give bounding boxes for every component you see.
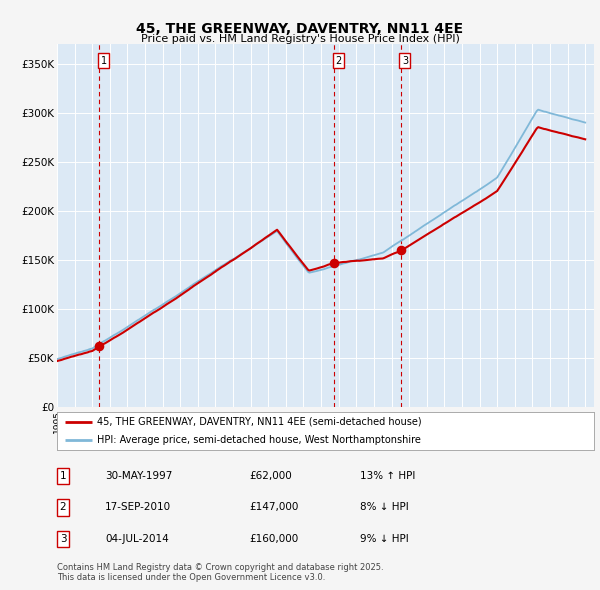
Text: 2: 2	[59, 503, 67, 512]
Text: 1: 1	[101, 55, 107, 65]
Text: 3: 3	[59, 534, 67, 543]
Text: 2: 2	[335, 55, 341, 65]
Text: 3: 3	[402, 55, 408, 65]
Text: Price paid vs. HM Land Registry's House Price Index (HPI): Price paid vs. HM Land Registry's House …	[140, 34, 460, 44]
Point	[396, 245, 406, 255]
Text: 45, THE GREENWAY, DAVENTRY, NN11 4EE (semi-detached house): 45, THE GREENWAY, DAVENTRY, NN11 4EE (se…	[97, 417, 422, 427]
Text: £62,000: £62,000	[249, 471, 292, 481]
Text: £147,000: £147,000	[249, 503, 298, 512]
Text: 13% ↑ HPI: 13% ↑ HPI	[360, 471, 415, 481]
Text: 1: 1	[59, 471, 67, 481]
Text: HPI: Average price, semi-detached house, West Northamptonshire: HPI: Average price, semi-detached house,…	[97, 435, 421, 445]
Text: £160,000: £160,000	[249, 534, 298, 543]
Text: 04-JUL-2014: 04-JUL-2014	[105, 534, 169, 543]
Point	[329, 258, 338, 268]
Point	[95, 342, 104, 351]
Text: 45, THE GREENWAY, DAVENTRY, NN11 4EE: 45, THE GREENWAY, DAVENTRY, NN11 4EE	[136, 22, 464, 37]
Text: 8% ↓ HPI: 8% ↓ HPI	[360, 503, 409, 512]
Text: Contains HM Land Registry data © Crown copyright and database right 2025.
This d: Contains HM Land Registry data © Crown c…	[57, 563, 383, 582]
Text: 9% ↓ HPI: 9% ↓ HPI	[360, 534, 409, 543]
Text: 17-SEP-2010: 17-SEP-2010	[105, 503, 171, 512]
Text: 30-MAY-1997: 30-MAY-1997	[105, 471, 172, 481]
